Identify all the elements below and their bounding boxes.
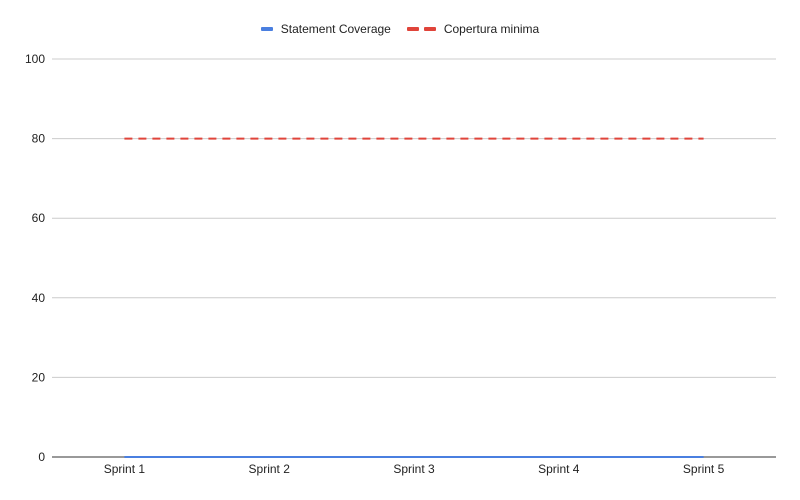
y-tick-label-0: 0 <box>38 450 45 464</box>
x-tick-label-4: Sprint 4 <box>538 462 580 476</box>
x-tick-label-1: Sprint 1 <box>104 462 146 476</box>
y-tick-label-100: 100 <box>25 52 45 66</box>
y-tick-label-60: 60 <box>32 211 46 225</box>
y-tick-label-40: 40 <box>32 291 46 305</box>
y-tick-label-20: 20 <box>32 370 46 384</box>
legend-swatch-statement-coverage <box>260 27 273 31</box>
chart-legend: Statement Coverage Copertura minima <box>0 22 800 36</box>
legend-swatch-copertura-minima <box>406 27 436 31</box>
legend-item-copertura-minima[interactable]: Copertura minima <box>406 22 540 36</box>
legend-label-statement-coverage: Statement Coverage <box>280 22 391 36</box>
legend-item-statement-coverage[interactable]: Statement Coverage <box>260 22 391 36</box>
y-tick-label-80: 80 <box>32 132 46 146</box>
x-tick-label-3: Sprint 3 <box>393 462 435 476</box>
x-tick-label-2: Sprint 2 <box>249 462 291 476</box>
legend-label-copertura-minima: Copertura minima <box>443 22 540 36</box>
x-tick-label-5: Sprint 5 <box>683 462 725 476</box>
